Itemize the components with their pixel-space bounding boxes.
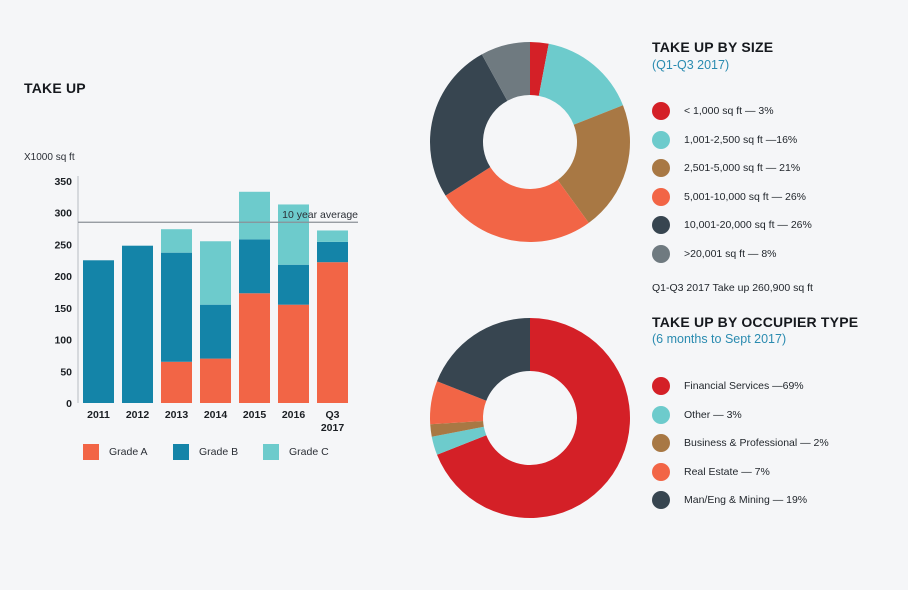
legend-label: Business & Professional — 2% bbox=[684, 437, 829, 449]
bar-grade-a-q3-2017 bbox=[317, 262, 348, 403]
y-tick-label: 250 bbox=[54, 239, 72, 251]
legend-swatch bbox=[83, 444, 99, 460]
legend-dot bbox=[652, 434, 670, 452]
legend-label: Real Estate — 7% bbox=[684, 465, 770, 478]
bar-grade-b-q3-2017 bbox=[317, 241, 348, 263]
x-tick-label: 2015 bbox=[243, 409, 267, 421]
size-slice-4 bbox=[430, 54, 508, 196]
bar-grade-b-2016 bbox=[278, 264, 309, 305]
x-tick-label: 2016 bbox=[282, 409, 306, 421]
occupier-legend-item: Business & Professional — 2% bbox=[652, 433, 829, 453]
occupier-chart-title: TAKE UP BY OCCUPIER TYPE bbox=[652, 314, 859, 330]
legend-label: 5,001-10,000 sq ft — 26% bbox=[684, 190, 806, 203]
occupier-legend-item: Financial Services —69% bbox=[652, 376, 804, 396]
legend-dot bbox=[652, 244, 670, 263]
size-slice-2 bbox=[557, 105, 630, 223]
occupier-slice-1 bbox=[431, 426, 487, 455]
bar-grade-c-2016 bbox=[278, 204, 309, 265]
size-chart-note: Q1-Q3 2017 Take up 260,900 sq ft bbox=[652, 282, 813, 294]
legend-label: Other — 3% bbox=[684, 408, 742, 421]
legend-item-grade-a: Grade A bbox=[83, 443, 148, 461]
size-slice-0 bbox=[530, 42, 549, 96]
size-legend-item: < 1,000 sq ft — 3% bbox=[652, 101, 774, 121]
legend-dot bbox=[652, 405, 670, 424]
bar-grade-c-2013 bbox=[161, 229, 192, 253]
bar-grade-a-2016 bbox=[278, 304, 309, 403]
legend-label: Grade A bbox=[109, 446, 148, 458]
legend-item-grade-c: Grade C bbox=[263, 443, 329, 461]
legend-label: 10,001-20,000 sq ft — 26% bbox=[684, 219, 812, 231]
occupier-slice-4 bbox=[437, 317, 530, 401]
occupier-chart-subtitle: (6 months to Sept 2017) bbox=[652, 332, 787, 346]
legend-label: Grade C bbox=[289, 446, 329, 458]
size-chart-title: TAKE UP BY SIZE bbox=[652, 39, 774, 55]
x-tick-label: 2013 bbox=[165, 409, 189, 421]
legend-dot bbox=[652, 130, 670, 149]
y-tick-label: 50 bbox=[60, 366, 72, 378]
x-tick-label: Q3 bbox=[325, 409, 339, 421]
legend-swatch bbox=[173, 444, 189, 460]
legend-label: >20,001 sq ft — 8% bbox=[684, 247, 777, 260]
legend-dot bbox=[652, 102, 670, 120]
bar-grade-b-2011 bbox=[83, 260, 114, 403]
legend-dot bbox=[652, 159, 670, 177]
occupier-slice-2 bbox=[430, 420, 484, 437]
legend-swatch bbox=[263, 444, 279, 460]
x-tick-label: 2014 bbox=[204, 409, 228, 421]
size-chart-subtitle: (Q1-Q3 2017) bbox=[652, 58, 730, 72]
bar-grade-c-2014 bbox=[200, 241, 231, 305]
legend-label: 1,001-2,500 sq ft —16% bbox=[684, 133, 798, 146]
x-tick-label: 2011 bbox=[87, 409, 110, 421]
bar-grade-b-2015 bbox=[239, 239, 270, 294]
size-slice-1 bbox=[538, 43, 623, 125]
bar-chart: 0 50 100 150 200 250 300 350 2011 2012 2013 2014 201… bbox=[54, 176, 358, 434]
size-slice-5 bbox=[481, 42, 530, 101]
legend-dot bbox=[652, 216, 670, 234]
average-line-label: 10 year average bbox=[282, 209, 358, 221]
bar-grade-b-2012 bbox=[122, 245, 153, 403]
size-legend-item: 10,001-20,000 sq ft — 26% bbox=[652, 215, 812, 235]
size-legend-item: 1,001-2,500 sq ft —16% bbox=[652, 130, 797, 150]
y-tick-label: 350 bbox=[54, 176, 72, 188]
bar-grade-a-2013 bbox=[161, 361, 192, 403]
y-tick-label: 200 bbox=[54, 271, 72, 283]
y-tick-label: 0 bbox=[66, 398, 72, 410]
bar-grade-b-2014 bbox=[200, 304, 231, 359]
legend-dot bbox=[652, 491, 670, 509]
legend-dot bbox=[652, 377, 670, 395]
bar-grade-b-2013 bbox=[161, 252, 192, 362]
bar-chart-title: TAKE UP bbox=[24, 80, 86, 96]
bar-chart-unit: X1000 sq ft bbox=[24, 152, 75, 163]
size-legend-item: 5,001-10,000 sq ft — 26% bbox=[652, 187, 806, 207]
x-tick-label: 2012 bbox=[126, 409, 150, 421]
legend-label: Grade B bbox=[199, 446, 239, 458]
legend-label: Man/Eng & Mining — 19% bbox=[684, 494, 808, 506]
legend-label: 2,501-5,000 sq ft — 21% bbox=[684, 162, 801, 174]
legend-label: < 1,000 sq ft — 3% bbox=[684, 105, 774, 117]
bar-grade-c-q3-2017 bbox=[317, 230, 348, 242]
bar-grade-a-2015 bbox=[239, 293, 270, 403]
occupier-legend-item: Other — 3% bbox=[652, 405, 742, 425]
legend-label: Financial Services —69% bbox=[684, 380, 804, 392]
size-legend-item: >20,001 sq ft — 8% bbox=[652, 244, 777, 264]
size-slice-3 bbox=[445, 167, 589, 242]
legend-dot bbox=[652, 187, 670, 206]
occupier-legend-item: Real Estate — 7% bbox=[652, 462, 770, 482]
size-legend-item: 2,501-5,000 sq ft — 21% bbox=[652, 158, 800, 178]
occupier-slice-3 bbox=[430, 381, 487, 425]
y-tick-label: 150 bbox=[54, 303, 72, 315]
y-tick-label: 300 bbox=[54, 208, 72, 220]
bar-grade-a-2014 bbox=[200, 358, 231, 403]
bar-grade-c-2015 bbox=[239, 191, 270, 240]
y-tick-label: 100 bbox=[54, 335, 72, 347]
legend-item-grade-b: Grade B bbox=[173, 443, 238, 461]
occupier-slice-0 bbox=[437, 318, 630, 518]
occupier-legend-item: Man/Eng & Mining — 19% bbox=[652, 490, 807, 510]
legend-dot bbox=[652, 462, 670, 481]
x-tick-label: 2017 bbox=[321, 422, 345, 434]
